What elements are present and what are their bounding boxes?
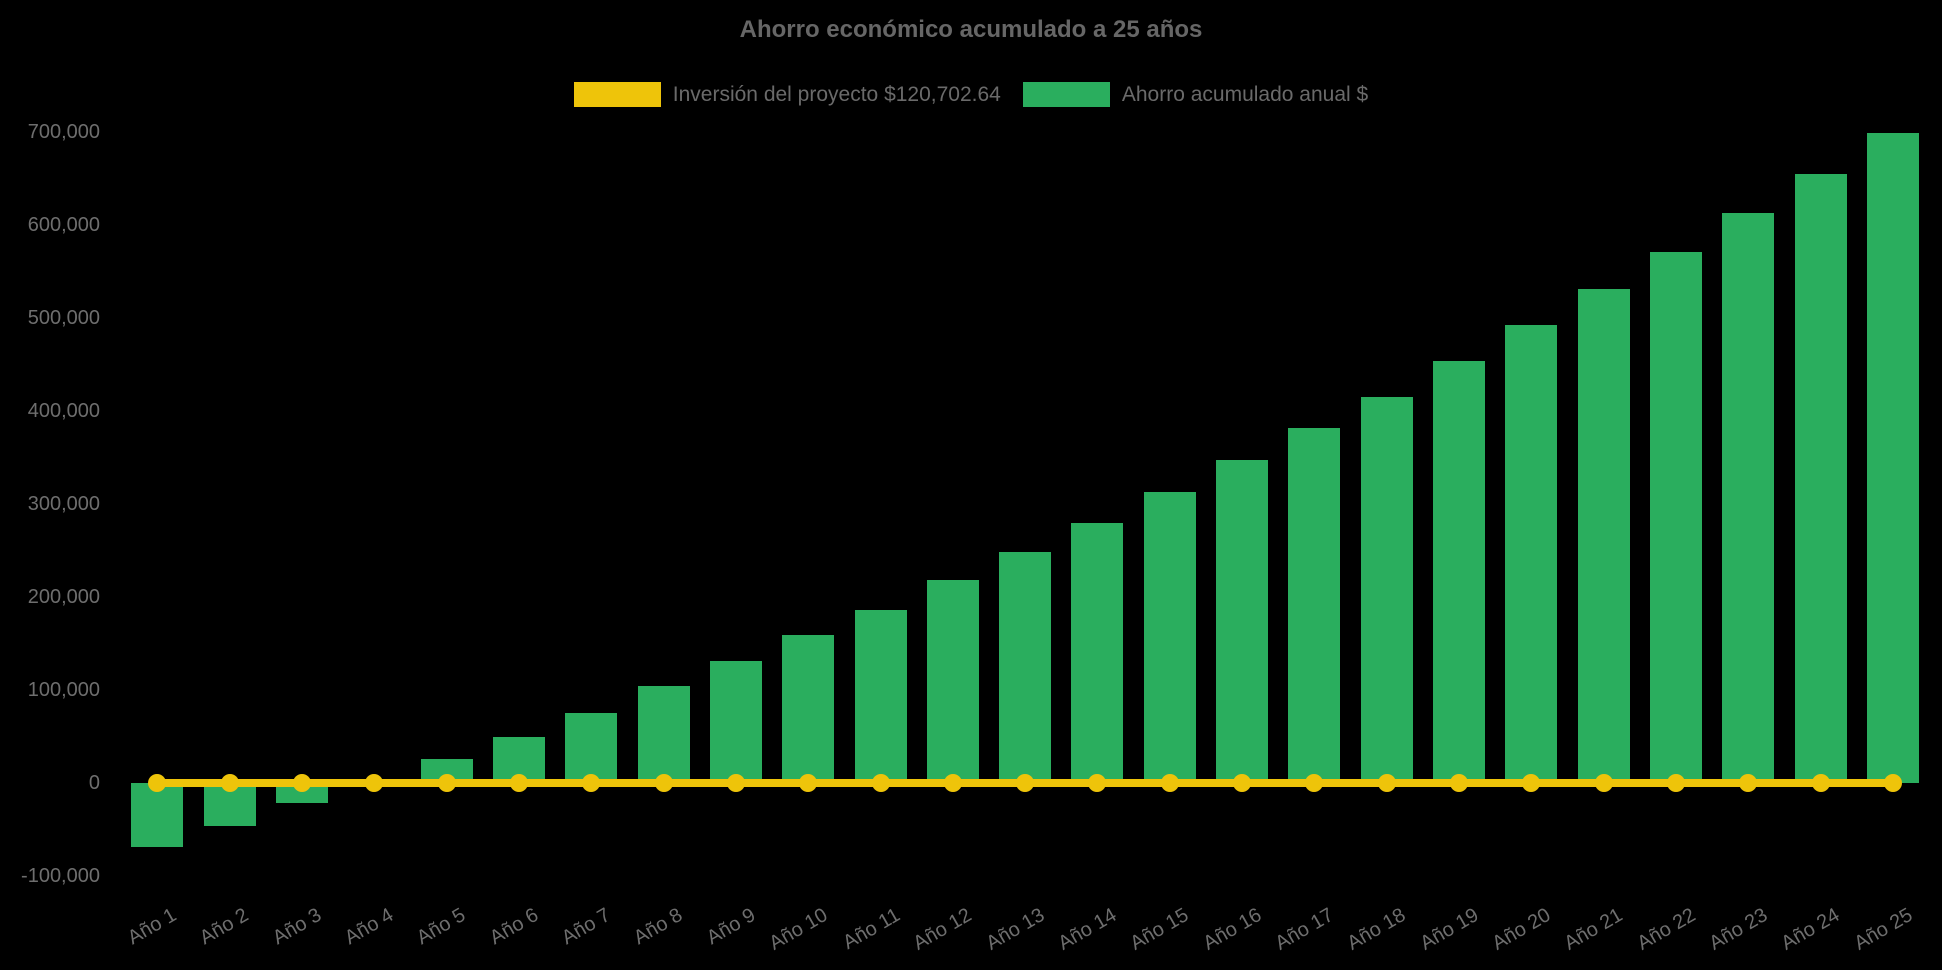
investment-point-año-4[interactable] <box>365 774 384 792</box>
x-axis-tick-label: Año 25 <box>1850 904 1916 955</box>
x-axis-tick-label: Año 22 <box>1633 904 1700 955</box>
x-axis-tick-label: Año 21 <box>1560 904 1627 955</box>
x-axis-tick-label: Año 18 <box>1343 904 1410 955</box>
bar-año-21[interactable] <box>1577 289 1630 783</box>
legend-swatch-investment-icon <box>573 82 661 107</box>
investment-point-año-16[interactable] <box>1233 774 1252 792</box>
y-axis-tick-label: 100,000 <box>27 679 100 701</box>
investment-point-año-1[interactable] <box>148 774 167 792</box>
investment-point-año-3[interactable] <box>292 774 311 792</box>
x-axis-tick-label: Año 6 <box>485 904 542 950</box>
y-axis-tick-label: 0 <box>88 772 100 794</box>
investment-point-año-9[interactable] <box>726 774 745 792</box>
bar-año-12[interactable] <box>926 579 979 783</box>
x-axis-tick-label: Año 19 <box>1416 904 1483 955</box>
x-axis-tick-label: Año 14 <box>1054 904 1121 955</box>
x-axis-tick-label: Año 13 <box>982 904 1049 955</box>
x-axis-tick-label: Año 8 <box>630 904 687 950</box>
investment-point-año-22[interactable] <box>1667 774 1686 792</box>
bar-año-24[interactable] <box>1794 173 1847 783</box>
x-axis-tick-label: Año 11 <box>838 904 904 955</box>
investment-point-año-17[interactable] <box>1305 774 1324 792</box>
bar-año-23[interactable] <box>1722 213 1775 783</box>
x-axis-tick-label: Año 2 <box>196 904 253 950</box>
investment-point-año-24[interactable] <box>1811 774 1830 792</box>
bar-año-19[interactable] <box>1433 360 1486 783</box>
legend-swatch-savings-icon <box>1022 82 1110 107</box>
bar-año-10[interactable] <box>782 635 835 783</box>
x-axis-tick-label: Año 12 <box>909 904 976 955</box>
x-axis-tick-label: Año 20 <box>1488 904 1555 955</box>
x-axis-tick-label: Año 3 <box>268 904 325 950</box>
x-axis-tick-label: Año 10 <box>765 904 832 955</box>
bar-año-7[interactable] <box>565 712 618 783</box>
investment-point-año-2[interactable] <box>220 774 239 792</box>
investment-point-año-11[interactable] <box>871 774 890 792</box>
investment-point-año-23[interactable] <box>1739 774 1758 792</box>
investment-point-año-25[interactable] <box>1883 774 1902 792</box>
investment-point-año-5[interactable] <box>437 774 456 792</box>
y-axis-tick-label: 200,000 <box>27 586 100 608</box>
bar-año-16[interactable] <box>1216 460 1269 783</box>
investment-point-año-12[interactable] <box>943 774 962 792</box>
investment-point-año-18[interactable] <box>1377 774 1396 792</box>
bar-año-20[interactable] <box>1505 324 1558 783</box>
investment-point-año-19[interactable] <box>1450 774 1469 792</box>
x-axis-tick-label: Año 24 <box>1777 904 1844 955</box>
bar-año-25[interactable] <box>1866 132 1919 783</box>
chart-title: Ahorro económico acumulado a 25 años <box>739 16 1203 43</box>
investment-point-año-8[interactable] <box>654 774 673 792</box>
x-axis-tick-label: Año 15 <box>1126 904 1193 955</box>
investment-point-año-10[interactable] <box>799 774 818 792</box>
x-axis-tick-label: Año 4 <box>341 904 398 950</box>
y-axis-tick-label: 500,000 <box>27 307 100 329</box>
y-axis-tick-label: -100,000 <box>21 865 100 887</box>
x-axis-tick-label: Año 1 <box>124 904 181 950</box>
legend-item-investment[interactable]: Inversión del proyecto $120,702.64 <box>573 82 1001 107</box>
legend-label-savings: Ahorro acumulado anual $ <box>1121 82 1369 106</box>
bar-año-9[interactable] <box>709 660 762 783</box>
x-axis-tick-label: Año 23 <box>1705 904 1772 955</box>
bar-año-3[interactable] <box>275 783 328 804</box>
bar-año-1[interactable] <box>131 783 184 847</box>
x-axis-tick-label: Año 7 <box>557 904 615 950</box>
investment-point-año-7[interactable] <box>582 774 601 792</box>
bar-año-5[interactable] <box>420 759 473 783</box>
investment-point-año-21[interactable] <box>1594 774 1613 792</box>
investment-point-año-15[interactable] <box>1160 774 1179 792</box>
y-axis-tick-label: 600,000 <box>27 214 100 236</box>
y-axis-tick-label: 700,000 <box>27 121 100 143</box>
x-axis-tick-label: Año 5 <box>413 904 470 950</box>
x-axis-tick-label: Año 17 <box>1271 904 1338 955</box>
bar-año-18[interactable] <box>1360 396 1413 783</box>
y-axis-tick-label: 400,000 <box>27 400 100 422</box>
investment-point-año-20[interactable] <box>1522 774 1541 792</box>
bar-año-8[interactable] <box>637 685 690 783</box>
legend-label-investment: Inversión del proyecto $120,702.64 <box>672 82 1001 106</box>
investment-point-año-14[interactable] <box>1088 774 1107 792</box>
investment-point-año-13[interactable] <box>1016 774 1035 792</box>
bar-año-15[interactable] <box>1143 491 1196 783</box>
legend-item-savings[interactable]: Ahorro acumulado anual $ <box>1022 82 1369 107</box>
bar-año-22[interactable] <box>1650 252 1703 783</box>
y-axis-tick-label: 300,000 <box>27 493 100 515</box>
x-axis-tick-label: Año 16 <box>1199 904 1266 955</box>
bar-año-14[interactable] <box>1071 522 1124 783</box>
investment-point-año-6[interactable] <box>509 774 528 792</box>
bar-año-17[interactable] <box>1288 427 1341 783</box>
bar-año-13[interactable] <box>999 552 1052 783</box>
legend: Inversión del proyecto $120,702.64 Ahorr… <box>0 82 1942 107</box>
bar-año-11[interactable] <box>854 609 907 783</box>
x-axis-tick-label: Año 9 <box>702 904 759 950</box>
